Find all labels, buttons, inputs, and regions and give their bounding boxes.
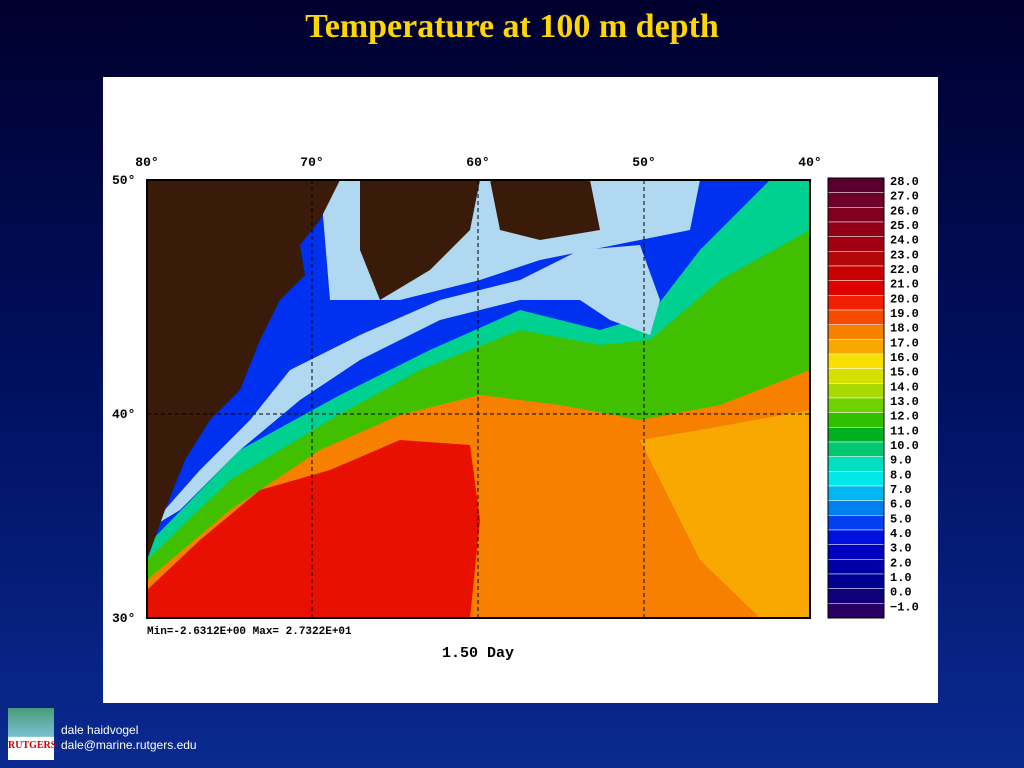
- colorbar-swatch: [827, 485, 885, 501]
- graticule: [147, 180, 810, 618]
- logo: RUTGERS: [8, 708, 57, 760]
- colorbar-label: 6.0: [890, 498, 912, 512]
- colorbar-swatch: [827, 251, 885, 267]
- lat-label: 50°: [112, 173, 135, 188]
- map-layer: Min=-2.6312E+00 Max= 2.7322E+01 1.50 Day: [146, 179, 811, 662]
- lon-label: 40°: [798, 155, 821, 170]
- colorbar-swatch: [827, 236, 885, 252]
- warm-patch: [640, 410, 810, 618]
- land: [360, 180, 480, 300]
- colorbar-swatch: [827, 368, 885, 384]
- lat-label: 40°: [112, 407, 135, 422]
- colorbar-label: 25.0: [890, 219, 919, 233]
- colorbar-swatch: [827, 265, 885, 281]
- colorbar-swatch: [827, 456, 885, 472]
- colorbar-label: 5.0: [890, 512, 912, 526]
- colorbar-swatch: [827, 427, 885, 443]
- colorbar-swatch: [827, 573, 885, 589]
- colorbar-swatch: [827, 412, 885, 428]
- email: dale@marine.rutgers.edu: [61, 738, 197, 752]
- lat-label: 30°: [112, 611, 135, 626]
- colorbar-label: 14.0: [890, 380, 919, 394]
- colorbar-swatch: [827, 588, 885, 604]
- land: [147, 180, 340, 560]
- colorbar-swatch: [827, 529, 885, 545]
- red-water: [147, 440, 480, 618]
- colorbar-label: 8.0: [890, 468, 912, 482]
- lon-label: 50°: [632, 155, 655, 170]
- colorbar-label: 18.0: [890, 322, 919, 336]
- labels: 80° 70° 60° 50° 40° 50° 40° 30° 28.027.026.025.0…: [112, 155, 919, 626]
- colorbar-swatch: [827, 295, 885, 311]
- colorbar-swatch: [827, 309, 885, 325]
- colorbar-swatch: [827, 559, 885, 575]
- colorbar-label: 2.0: [890, 556, 912, 570]
- colorbar-label: 23.0: [890, 248, 919, 262]
- land: [490, 180, 600, 240]
- colorbar-swatch: [827, 280, 885, 296]
- shelf-water: [147, 245, 660, 530]
- colorbar-swatch: [827, 221, 885, 237]
- colorbar-label: 24.0: [890, 234, 919, 248]
- colorbar-label: 11.0: [890, 424, 919, 438]
- colorbar-swatch: [827, 515, 885, 531]
- colorbar-label: 0.0: [890, 586, 912, 600]
- colorbar-label: 19.0: [890, 307, 919, 321]
- colorbar-swatch: [827, 500, 885, 516]
- colorbar-swatch: [827, 339, 885, 355]
- colorbar-label: 20.0: [890, 292, 919, 306]
- colorbar-label: 27.0: [890, 190, 919, 204]
- colorbar-label: 16.0: [890, 351, 919, 365]
- colorbar-swatch: [827, 324, 885, 340]
- lon-label: 70°: [300, 155, 323, 170]
- colorbar-label: −1.0: [890, 600, 919, 614]
- colorbar-swatch: [827, 441, 885, 457]
- colorbar-label: 12.0: [890, 410, 919, 424]
- logo-text: RUTGERS: [8, 740, 57, 751]
- colorbar-swatch: [827, 207, 885, 223]
- stats: Min=-2.6312E+00 Max= 2.7322E+01: [147, 626, 352, 638]
- colorbar-swatch: [827, 603, 885, 619]
- author: dale haidvogel: [61, 723, 139, 737]
- colorbar-swatch: [827, 471, 885, 487]
- colorbar-label: 22.0: [890, 263, 919, 277]
- colorbar-swatch: [827, 192, 885, 208]
- colorbar-swatch: [827, 544, 885, 560]
- colorbar-label: 21.0: [890, 278, 919, 292]
- colorbar-swatch: [827, 177, 885, 193]
- colorbar-swatch: [827, 397, 885, 413]
- time-label: 1.50 Day: [442, 645, 514, 662]
- colorbar-label: 10.0: [890, 439, 919, 453]
- colorbar-swatch: [827, 383, 885, 399]
- colorbar-label: 1.0: [890, 571, 912, 585]
- colorbar-swatch: [827, 353, 885, 369]
- colorbar-label: 4.0: [890, 527, 912, 541]
- map-panel: Min=-2.6312E+00 Max= 2.7322E+01 1.50 Day…: [103, 77, 938, 703]
- lon-label: 60°: [466, 155, 489, 170]
- colorbar-frame: [827, 177, 885, 619]
- lon-label: 80°: [135, 155, 158, 170]
- colorbar-label: 7.0: [890, 483, 912, 497]
- colorbar-label: 9.0: [890, 454, 912, 468]
- colorbar-label: 28.0: [890, 175, 919, 189]
- colorbar-label: 13.0: [890, 395, 919, 409]
- colorbar-label: 15.0: [890, 366, 919, 380]
- colorbar-label: 3.0: [890, 542, 912, 556]
- colorbar-label: 17.0: [890, 336, 919, 350]
- footer: dale haidvogel dale@marine.rutgers.edu: [61, 723, 197, 753]
- colorbar-label: 26.0: [890, 204, 919, 218]
- slide-title: Temperature at 100 m depth: [305, 8, 719, 45]
